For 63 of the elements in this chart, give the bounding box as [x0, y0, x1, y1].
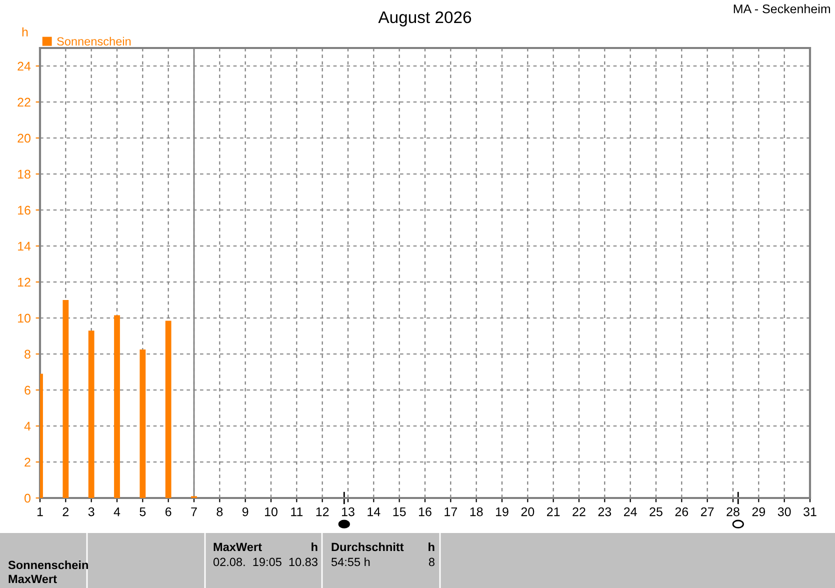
bar — [88, 330, 94, 498]
text: 8 — [428, 558, 434, 566]
x-tick-label: 12 — [316, 507, 329, 516]
y-tick-label: 8 — [24, 350, 30, 359]
text: 02.08. 19:05 — [213, 558, 282, 566]
text: Durchschnitt — [332, 542, 404, 552]
x-tick-label: 30 — [778, 507, 791, 516]
bar — [62, 300, 69, 498]
bar — [114, 315, 120, 498]
x-tick-label: 18 — [470, 507, 483, 516]
x-tick-label: 20 — [521, 507, 534, 516]
x-tick-label: 7 — [191, 507, 197, 516]
legend-label: Sonnenschein — [57, 36, 131, 46]
y-tick-label: 12 — [18, 278, 30, 287]
text: 54:55 h — [331, 557, 370, 566]
chart-title: August 2026 — [378, 11, 472, 26]
y-tick-label: 0 — [24, 494, 30, 503]
y-tick-label: 10 — [18, 314, 30, 323]
x-tick-label: 2 — [62, 507, 69, 516]
x-tick-label: 19 — [496, 507, 508, 516]
text: Sonnenschein — [8, 560, 88, 570]
x-tick-label: 17 — [444, 507, 457, 516]
text: MA - Seckenheim — [734, 4, 830, 14]
x-tick-label: 10 — [265, 507, 278, 516]
x-tick-label: 9 — [242, 507, 248, 516]
x-tick-label: 11 — [291, 507, 303, 516]
x-tick-label: 13 — [342, 507, 354, 516]
x-tick-label: 31 — [804, 507, 816, 516]
y-tick-label: 16 — [18, 206, 30, 215]
text: MaxWert — [214, 542, 262, 552]
x-tick-label: 24 — [624, 507, 637, 516]
x-tick-label: 21 — [547, 507, 560, 516]
x-tick-label: 5 — [140, 507, 146, 516]
x-tick-label: 28 — [726, 507, 740, 516]
text: 10.83 — [289, 558, 318, 566]
bar — [165, 320, 172, 498]
x-tick-label: 27 — [701, 507, 714, 516]
y-tick-label: 14 — [18, 242, 31, 251]
text: h — [428, 542, 434, 552]
x-tick-label: 1 — [37, 507, 43, 516]
x-tick-label: 22 — [572, 507, 586, 516]
x-tick-label: 26 — [675, 507, 688, 516]
x-tick-label: 29 — [752, 507, 766, 516]
bar — [140, 350, 146, 498]
x-tick-label: 6 — [165, 507, 172, 516]
y-tick-label: 6 — [24, 386, 30, 395]
y-tick-label: 22 — [18, 98, 30, 107]
x-tick-label: 15 — [393, 507, 406, 516]
x-tick-label: 23 — [598, 507, 612, 516]
y-axis-title: h — [22, 27, 28, 36]
x-tick-label: 14 — [368, 507, 380, 516]
y-tick-label: 24 — [18, 62, 31, 71]
y-tick-label: 2 — [24, 458, 30, 467]
y-tick-label: 18 — [18, 170, 30, 179]
x-tick-label: 8 — [216, 507, 223, 516]
text: h — [312, 542, 318, 552]
y-tick-label: 4 — [24, 422, 31, 431]
x-tick-label: 3 — [88, 507, 94, 516]
text: MaxWert — [8, 574, 57, 584]
y-tick-label: 20 — [18, 134, 30, 143]
x-tick-label: 16 — [419, 507, 432, 516]
x-tick-label: 4 — [114, 507, 120, 516]
x-tick-label: 25 — [650, 507, 662, 516]
